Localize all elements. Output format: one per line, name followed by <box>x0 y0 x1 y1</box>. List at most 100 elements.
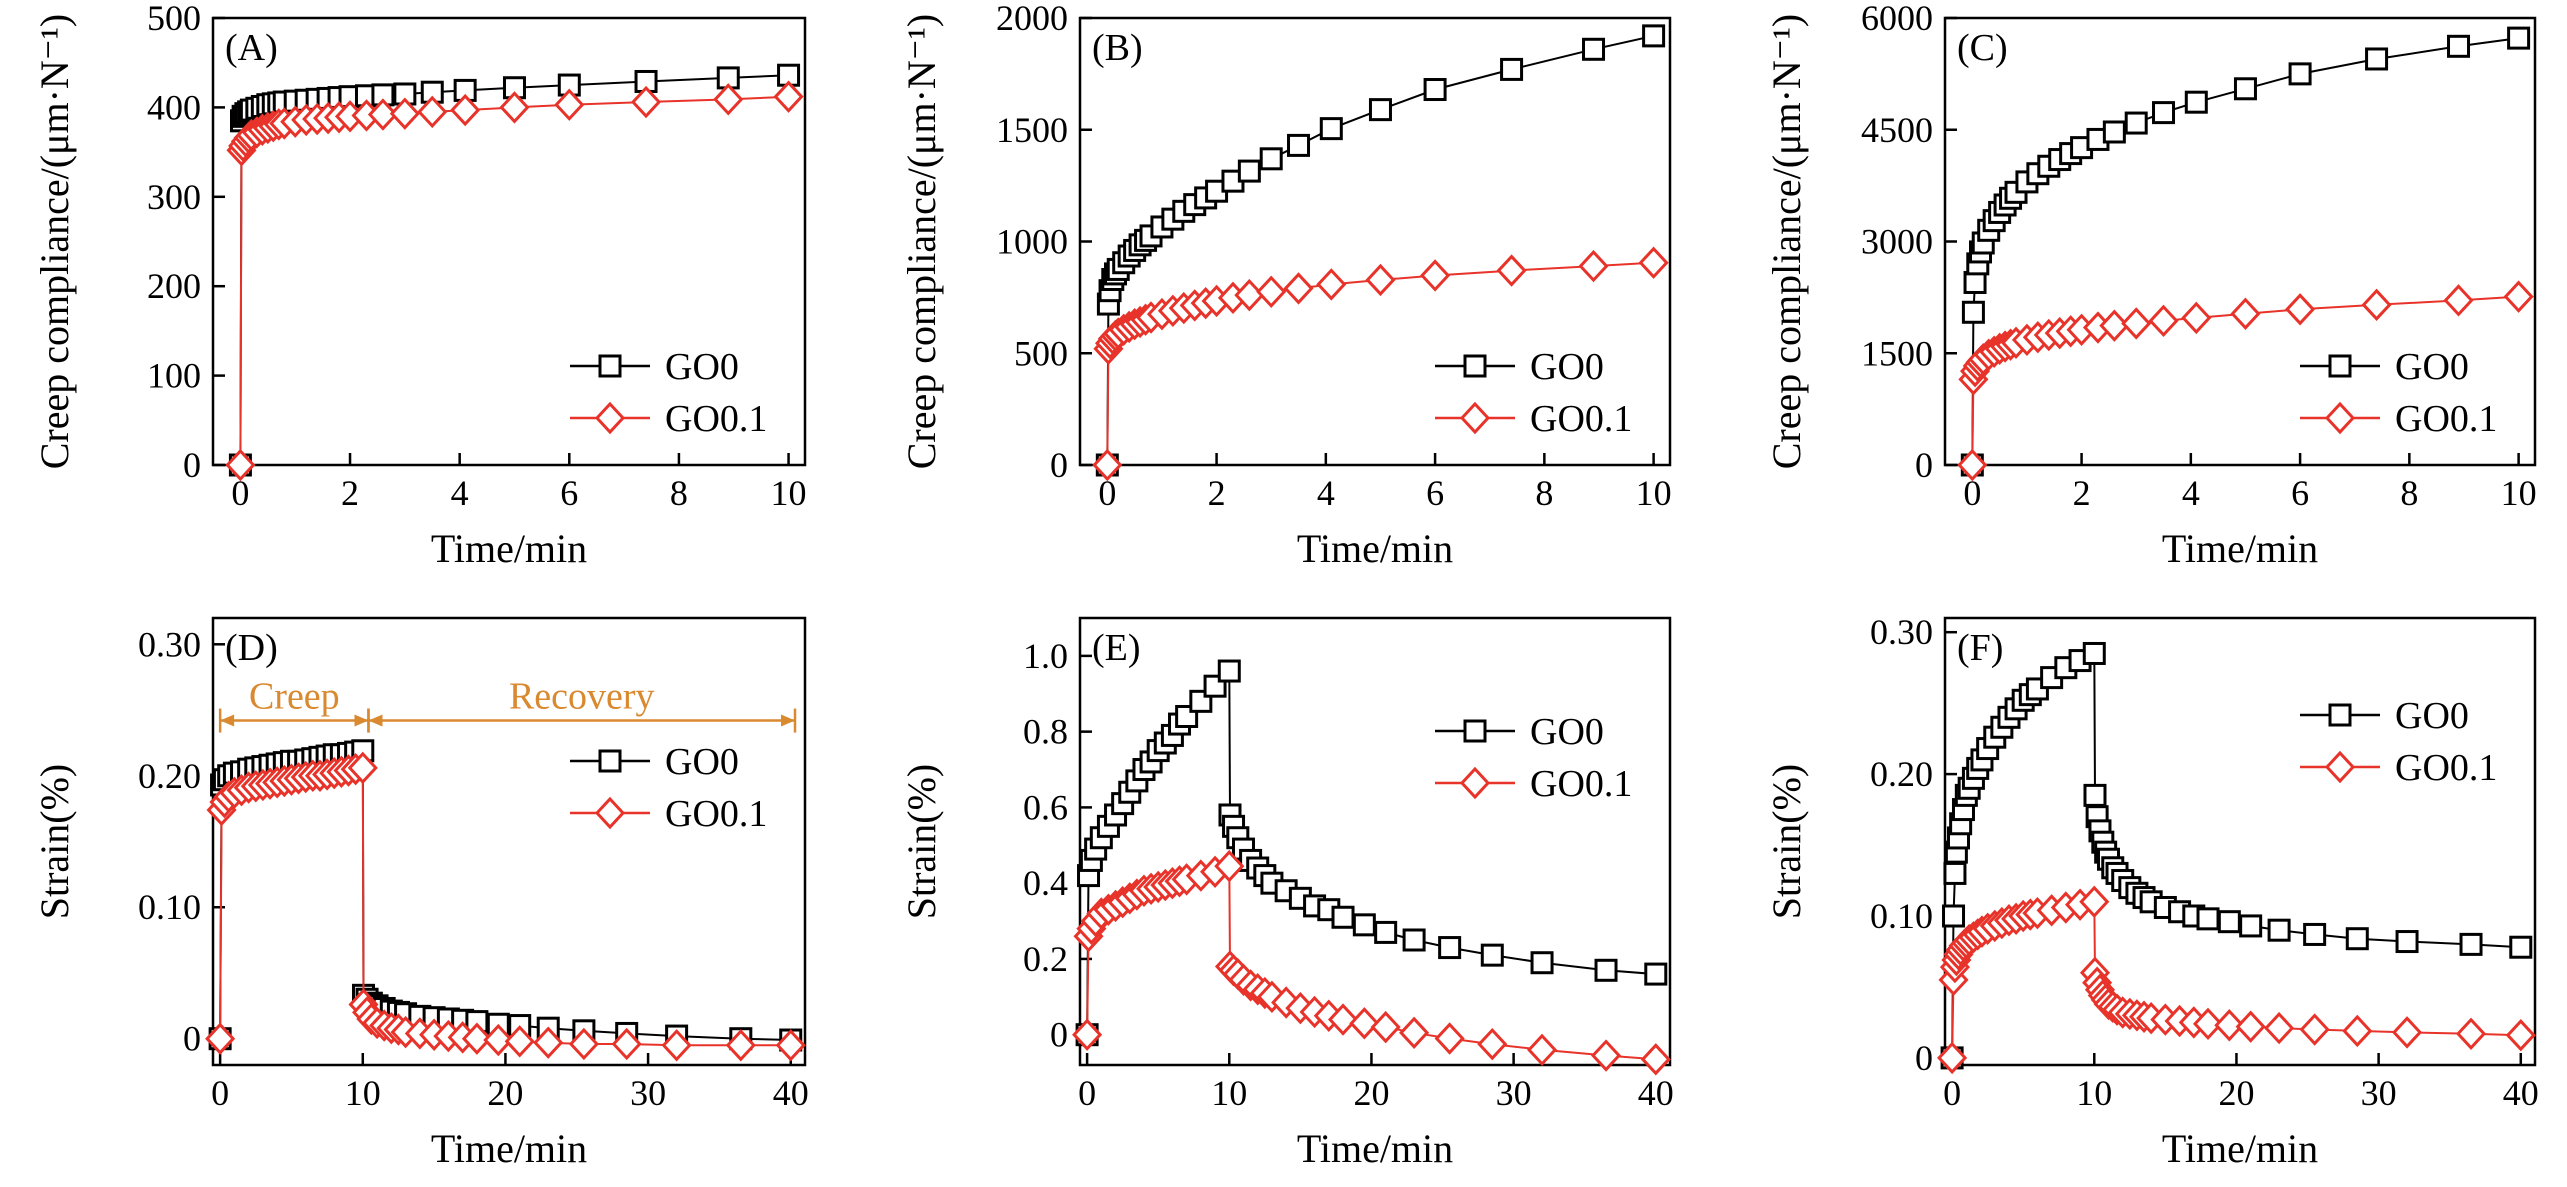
data-point <box>2443 284 2474 317</box>
plot-frame <box>1078 616 1672 1067</box>
legend-marker <box>1463 719 1487 743</box>
data-point <box>713 83 744 116</box>
data-point <box>1942 904 1966 928</box>
data-point <box>2102 120 2126 144</box>
data-point <box>1370 1010 1401 1044</box>
x-tick-label: 4 <box>451 473 469 513</box>
series-go0-1 <box>1937 885 2536 1075</box>
legend-marker <box>1459 401 1491 435</box>
data-point <box>1496 254 1527 287</box>
legend: GO0 GO0.1 <box>2300 346 2497 440</box>
data-point <box>2152 101 2176 125</box>
legend-marker <box>1459 766 1491 800</box>
legend-marker <box>598 749 622 773</box>
data-point <box>2361 288 2392 322</box>
data-point <box>2192 1007 2224 1041</box>
x-tick-label: 6 <box>560 473 578 513</box>
data-point <box>1640 1043 1671 1076</box>
legend-label: GO0.1 <box>665 398 767 440</box>
data-point <box>1420 259 1451 292</box>
data-point <box>2505 1018 2536 1052</box>
series-go0 <box>1075 659 1668 1047</box>
x-tick-label: 10 <box>1211 1073 1247 1113</box>
y-tick-label: 1.0 <box>1023 636 1068 676</box>
legend-label: GO0.1 <box>1530 763 1632 805</box>
data-point <box>389 97 420 130</box>
x-tick-label: 2 <box>1208 473 1226 513</box>
data-point <box>2299 1013 2330 1046</box>
x-tick-label: 2 <box>341 473 359 513</box>
y-tick-label: 0.20 <box>1870 754 1933 794</box>
panel-label: (E) <box>1092 627 1141 669</box>
data-point <box>2345 927 2369 951</box>
data-point <box>2455 1017 2487 1050</box>
x-tick-label: 40 <box>773 1073 809 1113</box>
legend-label: GO0 <box>1530 711 1604 753</box>
data-point <box>773 80 804 113</box>
y-tick-label: 0 <box>1050 445 1068 485</box>
x-tick-label: 0 <box>1098 473 1116 513</box>
x-axis-label: Time/min <box>1297 1126 1453 1171</box>
legend-label: GO0 <box>665 741 739 783</box>
data-point <box>1642 24 1666 48</box>
x-tick-label: 30 <box>1496 1073 1532 1113</box>
data-point <box>1590 1039 1622 1072</box>
legend: GO0 GO0.1 <box>570 346 767 440</box>
y-tick-label: 0.4 <box>1023 863 1068 903</box>
recovery-arrow-left <box>368 714 383 727</box>
data-point <box>2217 910 2241 934</box>
legend-label: GO0.1 <box>2395 398 2497 440</box>
data-point <box>2267 918 2291 942</box>
data-point <box>2264 1011 2295 1045</box>
y-tick-label: 4500 <box>1861 110 1933 150</box>
data-point <box>1259 147 1283 171</box>
data-point <box>2148 304 2179 338</box>
data-point <box>499 91 530 124</box>
data-point <box>1287 133 1311 157</box>
data-point <box>2459 932 2483 956</box>
legend-marker <box>2328 354 2352 378</box>
recovery-arrow-right <box>781 714 796 727</box>
data-point <box>1319 117 1343 141</box>
legend-marker <box>598 354 622 378</box>
x-axis-label: Time/min <box>431 1126 587 1171</box>
data-point <box>1961 300 1985 324</box>
series-go0-1 <box>1072 849 1671 1076</box>
data-point <box>1530 951 1554 975</box>
x-tick-label: 8 <box>1535 473 1553 513</box>
panel-label: (F) <box>1957 627 2003 669</box>
x-tick-label: 0 <box>1963 473 1981 513</box>
data-point <box>205 1022 236 1055</box>
y-tick-label: 100 <box>147 356 201 396</box>
y-tick-label: 0 <box>183 1019 201 1059</box>
data-point <box>1256 275 1287 308</box>
x-tick-label: 8 <box>670 473 688 513</box>
recovery-label: Recovery <box>509 676 655 718</box>
data-point <box>1477 1027 1508 1061</box>
x-tick-label: 0 <box>231 473 249 513</box>
legend-marker <box>2324 750 2356 784</box>
series-go0-1 <box>225 80 804 482</box>
legend-label: GO0 <box>1530 346 1604 388</box>
data-point <box>1480 943 1504 967</box>
x-axis-label: Time/min <box>1297 526 1453 571</box>
x-tick-label: 30 <box>2361 1073 2397 1113</box>
y-tick-label: 0.8 <box>1023 712 1068 752</box>
plot-frame <box>211 16 807 467</box>
panel-label: (C) <box>1957 27 2008 69</box>
data-point <box>1594 958 1618 982</box>
data-point <box>1399 1016 1430 1050</box>
y-tick-label: 0.10 <box>138 887 201 927</box>
series-go0 <box>1940 641 2533 1070</box>
x-tick-label: 6 <box>1426 473 1444 513</box>
legend: GO0 GO0.1 <box>1435 711 1632 805</box>
data-point <box>2184 90 2208 114</box>
panel-label: (A) <box>225 27 278 69</box>
plot-frame <box>211 616 807 1067</box>
y-axis-label: Creep compliance/(μm·N⁻¹) <box>1764 14 1809 470</box>
data-point <box>1957 448 1988 482</box>
data-point <box>461 1022 492 1055</box>
data-point <box>1438 936 1462 960</box>
